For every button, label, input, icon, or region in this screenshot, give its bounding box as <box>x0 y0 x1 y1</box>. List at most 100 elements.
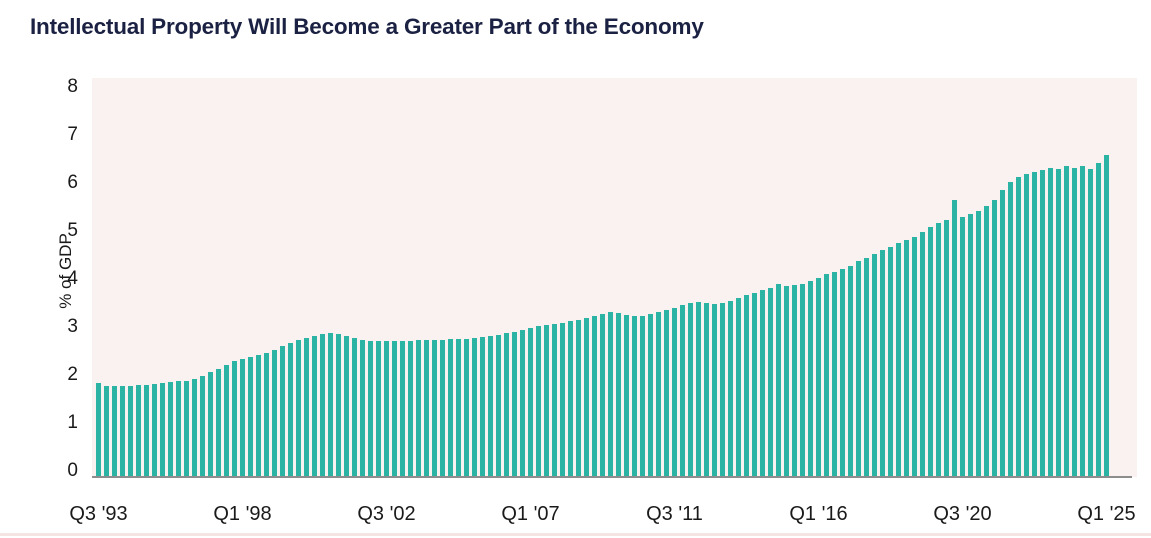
bar <box>216 368 221 477</box>
bar <box>480 337 485 477</box>
bar <box>880 250 885 477</box>
bar <box>224 364 229 477</box>
bar <box>248 357 253 477</box>
bar <box>608 311 613 477</box>
bar <box>856 261 861 477</box>
bar <box>920 232 925 477</box>
y-tick-label: 1 <box>67 412 78 433</box>
bar <box>912 237 917 477</box>
bar <box>1040 170 1045 477</box>
bar <box>152 383 157 477</box>
bar <box>672 308 677 477</box>
bar <box>408 340 413 477</box>
bar <box>1032 171 1037 477</box>
bar <box>384 341 389 477</box>
bar <box>536 326 541 477</box>
bar <box>104 385 109 477</box>
bar <box>376 341 381 477</box>
bar <box>272 349 277 477</box>
bar <box>312 336 317 477</box>
bar <box>840 269 845 477</box>
bar <box>872 254 877 477</box>
bar <box>264 353 269 477</box>
bar <box>392 341 397 477</box>
bar <box>984 205 989 477</box>
bar <box>680 305 685 477</box>
bar <box>736 297 741 477</box>
bar <box>600 313 605 477</box>
bar <box>896 242 901 477</box>
bar <box>1080 165 1085 477</box>
bar <box>440 339 445 477</box>
bar-series <box>96 93 1109 477</box>
bar <box>168 382 173 477</box>
bar <box>256 354 261 477</box>
bar <box>160 383 165 477</box>
y-tick-label: 3 <box>67 316 78 337</box>
x-tick-label: Q3 '93 <box>69 503 128 525</box>
bar <box>1008 181 1013 477</box>
bar <box>632 315 637 477</box>
x-tick-label: Q3 '11 <box>646 503 703 525</box>
bar <box>704 302 709 477</box>
bar <box>232 361 237 477</box>
bar <box>488 336 493 477</box>
y-tick-label: 0 <box>67 460 78 481</box>
bar <box>960 216 965 477</box>
x-tick-label: Q1 '98 <box>213 503 272 525</box>
bar <box>792 285 797 477</box>
bar <box>328 333 333 477</box>
bar <box>192 379 197 477</box>
bar <box>528 328 533 477</box>
y-tick-label: 7 <box>67 124 78 145</box>
bar <box>512 331 517 477</box>
bar <box>1056 168 1061 477</box>
bar <box>112 386 117 477</box>
bar <box>832 271 837 477</box>
bar <box>360 339 365 477</box>
bar <box>656 312 661 477</box>
bar <box>544 324 549 477</box>
bar <box>944 220 949 477</box>
bar <box>760 290 765 477</box>
bar <box>464 338 469 477</box>
bar <box>592 316 597 477</box>
bar <box>1000 190 1005 477</box>
bar <box>200 376 205 477</box>
bar <box>1016 177 1021 477</box>
bar <box>936 222 941 477</box>
bar <box>336 333 341 477</box>
y-tick-label: 8 <box>67 76 78 97</box>
x-axis-line <box>92 476 1132 478</box>
x-tick-label: Q1 '25 <box>1077 503 1136 525</box>
bar <box>432 339 437 477</box>
bar <box>1024 174 1029 477</box>
bottom-divider <box>0 533 1151 536</box>
bar <box>1096 162 1101 477</box>
bar <box>96 383 101 477</box>
bar <box>624 314 629 477</box>
y-tick-label: 2 <box>67 364 78 385</box>
bar <box>616 312 621 477</box>
bar <box>976 210 981 477</box>
bar <box>712 303 717 477</box>
bar <box>128 385 133 477</box>
x-axis-ticks: Q3 '93 Q1 '98 Q3 '02 Q1 '07 Q3 '11 Q1 '16 Q3 '… <box>69 503 1135 529</box>
bar <box>992 199 997 477</box>
bar <box>568 321 573 477</box>
bar <box>552 323 557 477</box>
bar <box>184 380 189 477</box>
y-tick-label: 4 <box>67 268 78 289</box>
bar <box>424 340 429 477</box>
bar <box>664 310 669 477</box>
bar <box>504 333 509 477</box>
bar <box>240 358 245 477</box>
bar <box>456 338 461 477</box>
bar <box>496 334 501 477</box>
bar <box>1048 167 1053 477</box>
y-tick-label: 6 <box>67 172 78 193</box>
bar <box>1104 155 1109 477</box>
bar <box>864 257 869 477</box>
bar <box>744 295 749 477</box>
